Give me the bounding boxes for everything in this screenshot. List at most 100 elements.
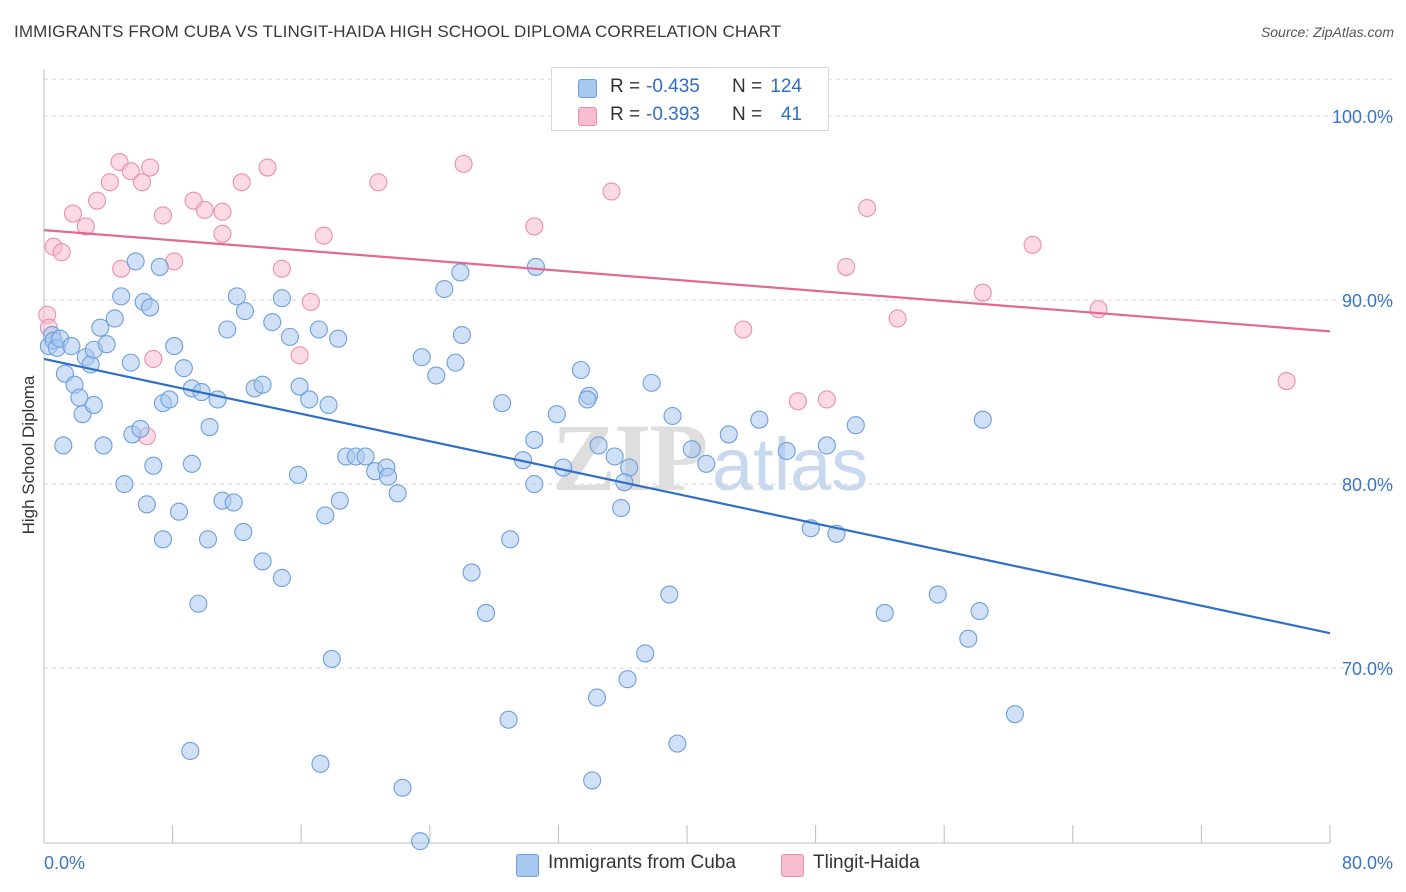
cuba-point: [84, 395, 103, 415]
cuba-point: [636, 644, 655, 663]
cuba-point: [153, 530, 173, 549]
cuba-point: [121, 353, 140, 372]
cuba-point: [462, 563, 481, 582]
cuba-point: [411, 832, 430, 851]
cuba-point: [141, 298, 160, 317]
y-tick-label: 90.0%: [1342, 291, 1393, 311]
cuba-point: [112, 287, 131, 306]
tlingit-point: [973, 283, 992, 302]
cuba-point: [165, 337, 184, 356]
cuba-point: [97, 335, 116, 354]
cuba-point: [618, 670, 637, 689]
cuba-point: [451, 263, 470, 282]
tlingit-point: [76, 217, 95, 236]
cuba-point: [263, 313, 282, 332]
cuba-point: [682, 440, 701, 459]
cuba-point: [126, 252, 145, 271]
cuba-point: [589, 436, 608, 455]
tlingit-point: [232, 173, 251, 192]
cuba-point: [1005, 705, 1024, 724]
grid-lines: [44, 78, 1392, 669]
tlingit-point: [788, 392, 807, 411]
cuba-point: [493, 394, 512, 413]
cuba-point: [280, 327, 299, 346]
cuba-point: [412, 348, 431, 367]
cuba-point: [115, 475, 134, 494]
cuba-point: [253, 552, 272, 571]
tlingit-point: [133, 173, 152, 192]
tlingit-point: [837, 257, 856, 276]
cuba-point: [144, 456, 163, 475]
tlingit-legend-label: Tlingit-Haida: [813, 852, 920, 873]
n-label: N =: [732, 104, 763, 125]
tlingit-swatch: [578, 107, 597, 126]
watermark: ZIP atlas: [552, 404, 868, 511]
cuba-point: [330, 491, 349, 510]
cuba-legend-label: Immigrants from Cuba: [548, 852, 736, 873]
n-value: 124: [770, 76, 802, 97]
cuba-point: [288, 465, 308, 484]
cuba-point: [94, 436, 113, 455]
cuba-point: [970, 602, 989, 621]
cuba-point: [583, 771, 602, 790]
cuba-point: [311, 754, 330, 773]
cuba-point: [660, 585, 679, 604]
tlingit-point: [272, 259, 291, 278]
cuba-point: [319, 395, 338, 415]
cuba-point: [200, 418, 219, 437]
cuba-point: [137, 495, 156, 514]
cuba-point: [329, 329, 348, 348]
tlingit-point: [52, 243, 71, 262]
cuba-point: [525, 430, 544, 449]
cuba-point: [697, 454, 716, 473]
cuba-point: [181, 741, 200, 761]
trend-lines: [43, 229, 1331, 635]
cuba-point: [272, 289, 291, 308]
tlingit-point: [857, 198, 877, 218]
tlingit-point: [1023, 235, 1042, 254]
y-tick-label: 80.0%: [1342, 475, 1393, 495]
cuba-point: [393, 778, 412, 797]
cuba-point: [846, 416, 865, 435]
tlingit-point: [195, 200, 214, 219]
axes: [43, 70, 1331, 844]
cuba-point: [668, 734, 687, 753]
cuba-point: [526, 257, 545, 276]
cuba-point: [160, 390, 179, 409]
stats-legend: R = -0.435 N = 124 R = -0.393 N = 41: [551, 67, 829, 131]
tlingit-point: [141, 158, 160, 177]
cuba-point: [174, 359, 193, 378]
cuba-point: [198, 530, 218, 549]
cuba-legend-swatch: [516, 854, 539, 877]
tlingit-point: [734, 320, 753, 339]
cuba-point: [817, 436, 836, 455]
cuba-point: [224, 493, 243, 512]
watermark-zip: ZIP: [552, 404, 706, 511]
cuba-point: [150, 257, 169, 276]
tlingit-point: [213, 202, 232, 221]
n-value: 41: [780, 104, 802, 125]
cuba-point: [477, 603, 496, 622]
watermark-atlas: atlas: [712, 423, 868, 506]
legend-row-tlingit: R = -0.393 N = 41: [552, 101, 828, 129]
cuba-point: [208, 390, 227, 409]
cuba-point: [182, 454, 201, 473]
cuba-point: [719, 425, 738, 444]
cuba-point: [272, 568, 291, 588]
cuba-point: [928, 585, 947, 604]
cuba-point: [316, 506, 335, 525]
x-tick-label: 80.0%: [1342, 853, 1393, 873]
cuba-point: [427, 366, 446, 385]
x-tick-label: 0.0%: [44, 853, 85, 873]
tlingit-point: [213, 224, 232, 243]
cuba-point: [290, 377, 309, 396]
r-value: -0.435: [646, 76, 700, 97]
tlingit-point: [1089, 300, 1108, 319]
r-value: -0.393: [646, 104, 700, 125]
y-tick-label: 100.0%: [1332, 107, 1393, 127]
cuba-point: [446, 353, 465, 372]
cuba-point: [227, 287, 246, 306]
tlingit-point: [314, 226, 333, 245]
cuba-point: [501, 530, 520, 549]
